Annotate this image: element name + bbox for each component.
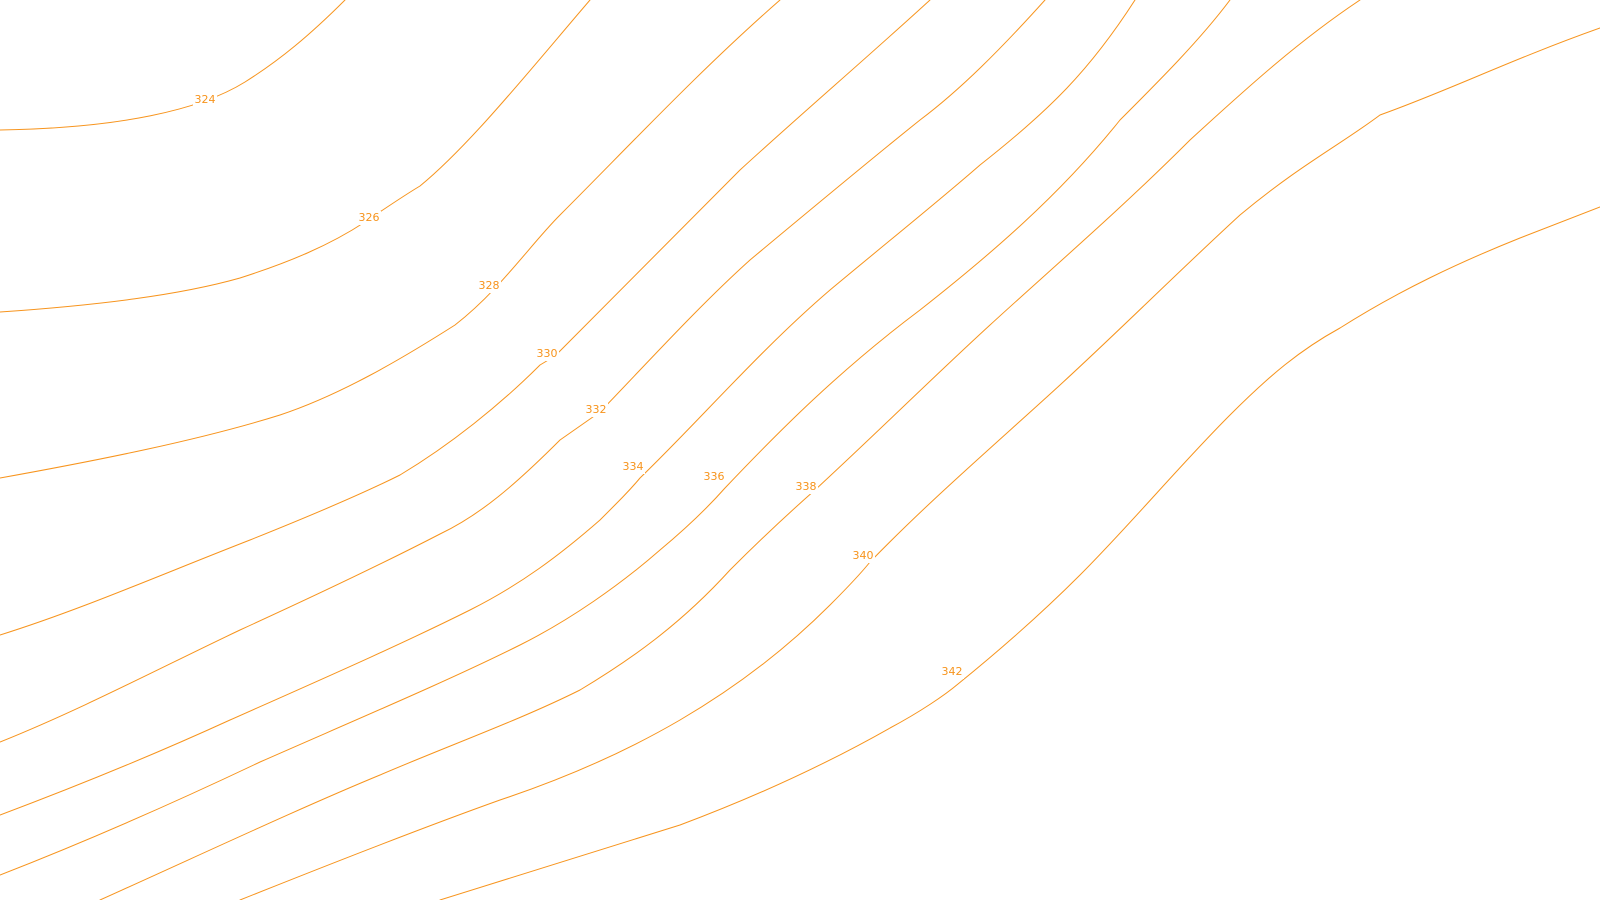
contour-label-halo-338 xyxy=(794,480,818,494)
contour-line-336 xyxy=(0,0,1231,876)
contour-label-halo-326 xyxy=(357,211,381,225)
contour-label-halo-332 xyxy=(584,403,608,417)
contour-line-328 xyxy=(0,0,781,479)
contour-label-halo-324 xyxy=(193,93,217,107)
contour-label-324: 324 xyxy=(195,93,216,106)
contour-line-332 xyxy=(0,0,1046,743)
contour-label-330: 330 xyxy=(537,347,558,360)
contour-label-340: 340 xyxy=(853,549,874,562)
contour-label-halo-330 xyxy=(535,347,559,361)
contour-label-halo-334 xyxy=(621,460,645,474)
contour-line-326 xyxy=(0,0,591,313)
contour-label-328: 328 xyxy=(479,279,500,292)
contour-label-halo-328 xyxy=(477,279,501,293)
contour-label-334: 334 xyxy=(623,460,644,473)
contour-label-342: 342 xyxy=(942,665,963,678)
contour-line-340 xyxy=(239,27,1600,900)
contour-label-halo-340 xyxy=(851,549,875,563)
contour-line-330 xyxy=(0,0,931,636)
contour-line-324 xyxy=(0,0,346,131)
contour-line-334 xyxy=(0,0,1136,816)
contour-label-halo-336 xyxy=(702,470,726,484)
contour-label-338: 338 xyxy=(796,480,817,493)
contour-line-338 xyxy=(99,0,1361,900)
contour-line-342 xyxy=(439,206,1600,900)
contour-labels: 324 326 328 330 332 334 336 338 340 342 xyxy=(193,93,964,679)
contour-label-326: 326 xyxy=(359,211,380,224)
contour-label-336: 336 xyxy=(704,470,725,483)
contour-label-332: 332 xyxy=(586,403,607,416)
contour-label-halo-342 xyxy=(940,665,964,679)
